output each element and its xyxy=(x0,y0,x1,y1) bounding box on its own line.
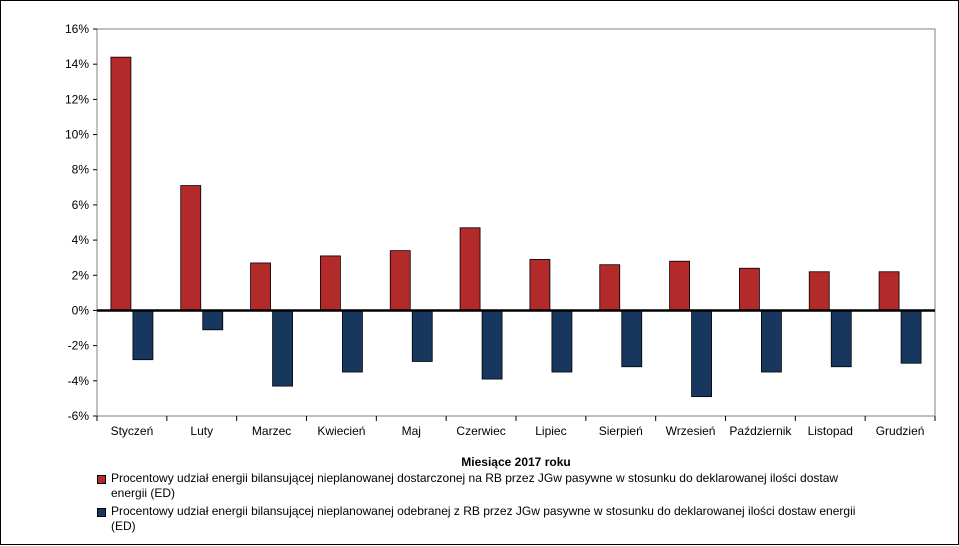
legend-swatch-delivered xyxy=(97,475,106,484)
x-tick-label: Kwiecień xyxy=(317,424,365,438)
x-tick-label: Luty xyxy=(190,424,213,438)
x-tick-label: Czerwiec xyxy=(456,424,505,438)
bar-received xyxy=(691,310,712,398)
bar-received xyxy=(411,310,433,362)
x-tick-label: Maj xyxy=(402,424,421,438)
bar-received xyxy=(132,310,154,361)
x-tick-label: Wrzesień xyxy=(666,424,716,438)
x-tick-label: Sierpień xyxy=(599,424,643,438)
y-tick-label: 16% xyxy=(65,22,89,36)
x-tick-label: Listopad xyxy=(808,424,853,438)
bar-delivered xyxy=(669,260,690,311)
bar-received xyxy=(761,310,782,373)
bar-delivered xyxy=(878,271,900,311)
bar-delivered xyxy=(110,56,132,311)
legend-label-received: Procentowy udział energii bilansującej n… xyxy=(111,504,856,533)
bar-delivered xyxy=(459,227,481,311)
y-tick-label: -6% xyxy=(68,409,90,423)
y-tick-label: 14% xyxy=(65,57,89,71)
bar-delivered xyxy=(599,264,621,311)
legend: Procentowy udział energii bilansującej n… xyxy=(97,471,857,537)
bar-received xyxy=(202,310,224,331)
y-tick-label: 2% xyxy=(72,268,90,282)
y-tick-label: -2% xyxy=(68,339,90,353)
bar-received xyxy=(481,310,503,380)
bar-received xyxy=(342,310,363,373)
y-tick-label: 6% xyxy=(72,198,90,212)
bar-received xyxy=(551,310,573,373)
y-tick-label: -4% xyxy=(68,374,90,388)
legend-item-delivered: Procentowy udział energii bilansującej n… xyxy=(97,471,857,501)
legend-swatch-received xyxy=(97,508,106,517)
bar-delivered xyxy=(529,259,551,311)
bar-delivered xyxy=(739,267,760,311)
bar-received xyxy=(621,310,643,368)
bar-delivered xyxy=(808,271,830,311)
y-tick-label: 12% xyxy=(65,92,89,106)
y-tick-label: 0% xyxy=(72,303,90,317)
bar-delivered xyxy=(250,262,271,311)
x-axis-title: Miesiące 2017 roku xyxy=(461,455,570,469)
x-tick-label: Grudzień xyxy=(876,424,925,438)
y-tick-label: 8% xyxy=(72,163,90,177)
legend-label-delivered: Procentowy udział energii bilansującej n… xyxy=(111,471,839,500)
x-tick-label: Lipiec xyxy=(535,424,566,438)
y-tick-label: 4% xyxy=(72,233,90,247)
legend-item-received: Procentowy udział energii bilansującej n… xyxy=(97,504,857,534)
x-tick-label: Marzec xyxy=(252,424,291,438)
bar-received xyxy=(830,310,852,368)
plot-area xyxy=(96,28,936,417)
bar-delivered xyxy=(180,185,202,311)
bar-received xyxy=(272,310,293,387)
bar-received xyxy=(900,310,922,364)
x-tick-label: Styczeń xyxy=(111,424,154,438)
x-tick-label: Październik xyxy=(729,424,792,438)
y-tick-label: 10% xyxy=(65,128,89,142)
bar-delivered xyxy=(389,250,411,311)
bar-delivered xyxy=(320,255,341,311)
